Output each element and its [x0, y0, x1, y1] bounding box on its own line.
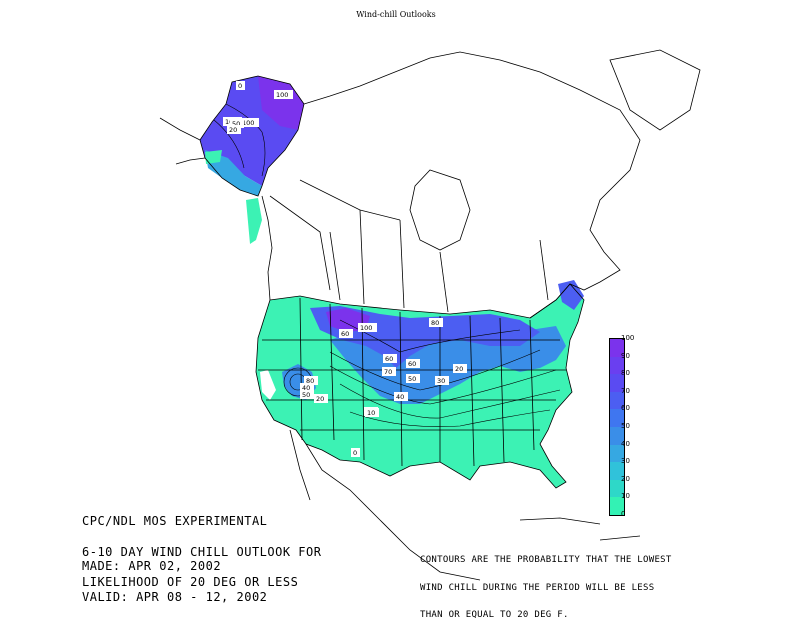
- svg-text:40: 40: [396, 393, 404, 401]
- contour-value-label: 20: [314, 394, 328, 403]
- svg-text:80: 80: [306, 377, 314, 385]
- legend-tick-label: 0: [621, 510, 626, 518]
- svg-text:0: 0: [353, 449, 357, 457]
- contour-lines: [213, 103, 561, 428]
- contour-value-label: 60: [406, 359, 420, 368]
- svg-text:80: 80: [431, 319, 439, 327]
- legend-tick-label: 30: [621, 457, 630, 466]
- legend-swatch: [610, 356, 624, 375]
- legend-tick-label: 50: [621, 422, 630, 430]
- legend-tick-label: 80: [621, 369, 630, 378]
- legend-swatch: [610, 427, 624, 445]
- svg-text:20: 20: [316, 395, 324, 403]
- page-title: Wind-chill Outlooks: [356, 10, 436, 19]
- legend-swatch: [610, 444, 624, 463]
- contour-labels: 1001001001006080606070504030202040503010…: [223, 81, 467, 457]
- legend-swatch: [610, 409, 624, 427]
- contour-value-label: 40: [394, 392, 408, 401]
- legend-swatch: [610, 462, 624, 480]
- svg-text:20: 20: [455, 365, 463, 373]
- note-line: CONTOURS ARE THE PROBABILITY THAT THE LO…: [420, 555, 672, 565]
- contour-value-label: 40: [300, 383, 314, 392]
- contour-value-label: 60: [339, 329, 353, 338]
- legend-swatch: [610, 479, 624, 498]
- contour-note: CONTOURS ARE THE PROBABILITY THAT THE LO…: [420, 538, 672, 630]
- contour-value-label: 20: [453, 364, 467, 373]
- map-outlines: [159, 49, 701, 581]
- svg-text:40: 40: [302, 384, 310, 392]
- contour-value-label: 70: [382, 367, 396, 376]
- legend-tick-label: 20: [621, 474, 630, 483]
- svg-text:60: 60: [385, 355, 393, 363]
- conus-shading: [256, 280, 584, 488]
- legend-swatch: [610, 339, 624, 357]
- legend-swatch: [610, 374, 624, 392]
- contour-value-label: 100: [240, 118, 259, 127]
- color-legend: [609, 338, 625, 516]
- svg-text:100: 100: [360, 324, 372, 332]
- contour-value-label: 0: [236, 81, 245, 90]
- contour-value-label: 20: [227, 125, 241, 134]
- contour-value-label: 50: [406, 374, 420, 383]
- legend-tick-label: 90: [621, 351, 630, 360]
- contour-value-label: 30: [435, 376, 449, 385]
- svg-text:70: 70: [384, 368, 392, 376]
- svg-text:100: 100: [242, 119, 254, 127]
- svg-text:100: 100: [276, 91, 288, 99]
- legend-tick-label: 70: [621, 386, 630, 395]
- date-block: MADE: APR 02, 2002 VALID: APR 08 - 12, 2…: [82, 541, 267, 613]
- legend-tick-label: 60: [621, 404, 630, 413]
- contour-value-label: 80: [304, 376, 318, 385]
- contour-value-label: 0: [351, 448, 360, 457]
- svg-text:50: 50: [408, 375, 416, 383]
- svg-text:0: 0: [238, 82, 242, 90]
- valid-date: VALID: APR 08 - 12, 2002: [82, 590, 268, 604]
- contour-value-label: 50: [300, 390, 314, 399]
- legend-swatch: [610, 391, 624, 410]
- svg-text:10: 10: [367, 409, 375, 417]
- svg-text:20: 20: [229, 126, 237, 134]
- alaska-shading: [200, 76, 304, 244]
- contour-value-label: 80: [429, 318, 443, 327]
- contour-value-label: 10: [365, 408, 379, 417]
- info-line: CPC/NDL MOS EXPERIMENTAL: [82, 514, 268, 528]
- made-date: MADE: APR 02, 2002: [82, 559, 222, 573]
- wind-chill-map: 1001001001006080606070504030202040503010…: [159, 49, 701, 581]
- svg-text:60: 60: [341, 330, 349, 338]
- legend-tick-label: 10: [621, 492, 630, 501]
- svg-text:50: 50: [302, 391, 310, 399]
- legend-swatch: [610, 497, 624, 515]
- contour-value-label: 100: [274, 90, 293, 99]
- contour-value-label: 60: [383, 354, 397, 363]
- outlook-description: CPC/NDL MOS EXPERIMENTAL 6-10 DAY WIND C…: [82, 496, 321, 598]
- svg-text:50: 50: [232, 120, 240, 128]
- contour-value-label: 50: [230, 119, 244, 128]
- contour-value-label: 100: [358, 323, 377, 332]
- note-line: THAN OR EQUAL TO 20 DEG F.: [420, 610, 569, 620]
- legend-tick-label: 100: [621, 334, 635, 342]
- svg-text:60: 60: [408, 360, 416, 368]
- info-line: 6-10 DAY WIND CHILL OUTLOOK FOR: [82, 544, 322, 559]
- legend-tick-label: 40: [621, 439, 630, 448]
- info-line: LIKELIHOOD OF 20 DEG OR LESS: [82, 575, 299, 589]
- svg-text:30: 30: [437, 377, 445, 385]
- note-line: WIND CHILL DURING THE PERIOD WILL BE LES…: [420, 582, 655, 593]
